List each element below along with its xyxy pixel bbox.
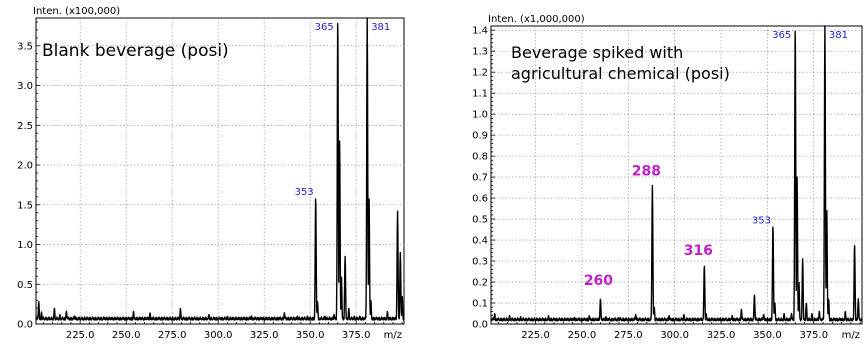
peak-label: 381: [371, 22, 390, 33]
y-tick-label: 1.3: [472, 47, 488, 58]
plot-frame: [490, 25, 863, 325]
chart-title: Beverage spiked with: [511, 43, 683, 62]
y-tick-label: 0.5: [17, 280, 33, 291]
y-tick-label: 2.5: [17, 121, 33, 132]
highlighted-peak-label: 316: [684, 243, 713, 259]
x-tick-label: 300.0: [204, 330, 233, 341]
y-tick-label: 3.0: [17, 81, 33, 92]
y-tick-label: 1.4: [472, 26, 488, 37]
x-tick-label: 300.0: [660, 330, 689, 341]
peak-label: 353: [752, 215, 771, 226]
y-tick-label: 0.6: [472, 194, 488, 205]
y-axis-label: Inten. (x100,000): [33, 6, 120, 17]
x-tick-label: 225.0: [521, 330, 550, 341]
highlighted-peak-label: 260: [584, 273, 613, 289]
y-tick-label: 0.8: [472, 152, 488, 163]
x-tick-label: 275.0: [614, 330, 643, 341]
x-axis-label: m/z: [842, 330, 860, 341]
x-tick-label: 275.0: [158, 330, 187, 341]
y-zero-label: 0.0: [472, 320, 488, 331]
x-tick-label: 325.0: [250, 330, 279, 341]
y-tick-label: 0.2: [472, 278, 488, 289]
x-tick-label: 225.0: [66, 330, 95, 341]
x-axis-label: m/z: [384, 330, 402, 341]
peak-label: 365: [772, 30, 791, 41]
y-tick-label: 0.1: [472, 299, 488, 310]
plot-frame: [35, 17, 405, 325]
x-tick-label: 350.0: [296, 330, 325, 341]
y-tick-label: 1.1: [472, 89, 488, 100]
x-tick-label: 375.0: [342, 330, 371, 341]
spectrum-trace: [490, 25, 863, 322]
x-tick-label: 250.0: [112, 330, 141, 341]
y-tick-label: 1.2: [472, 68, 488, 79]
y-tick-label: 2.0: [17, 161, 33, 172]
y-axis-label: Inten. (x1,000,000): [488, 14, 585, 25]
y-tick-label: 0.7: [472, 173, 488, 184]
spectrum-panel-blank: 0.5 1.0 1.5 2.0 2.5 3.0 3.5 0.0 225.0 250.0 275.0 3…: [17, 6, 405, 341]
peak-label: 365: [315, 22, 334, 33]
peak-label: 381: [829, 30, 848, 41]
x-tick-label: 250.0: [568, 330, 597, 341]
y-tick-label: 0.9: [472, 131, 488, 142]
x-tick-label: 350.0: [753, 330, 782, 341]
y-tick-label: 1.5: [17, 200, 33, 211]
y-tick-label: 0.3: [472, 257, 488, 268]
spectrum-panel-spiked: 0.1 0.2 0.3 0.4 0.5 0.6 0.7 0.8 0.9 1.0 1.1 1.2 1.3 1…: [472, 14, 863, 341]
y-tick-label: 3.5: [17, 41, 33, 52]
y-tick-label: 1.0: [472, 110, 488, 121]
x-tick-label: 375.0: [799, 330, 828, 341]
x-tick-label: 325.0: [707, 330, 736, 341]
peak-label: 353: [295, 187, 314, 198]
chart-title: agricultural chemical (posi): [511, 64, 730, 83]
y-tick-label: 0.4: [472, 236, 488, 247]
spectrum-trace: [35, 17, 405, 321]
chart-title: Blank beverage (posi): [42, 41, 229, 61]
y-tick-label: 1.0: [17, 240, 33, 251]
highlighted-peak-label: 288: [632, 163, 661, 179]
y-tick-label: 0.5: [472, 215, 488, 226]
y-zero-label: 0.0: [17, 320, 33, 331]
